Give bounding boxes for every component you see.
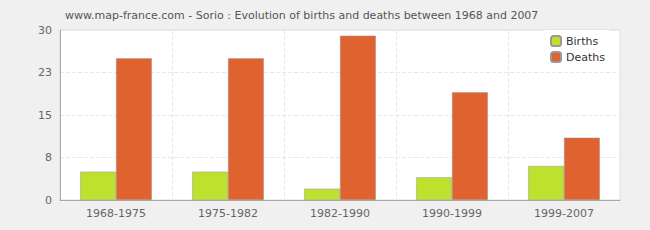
svg-text:1990-1999: 1990-1999 [422,207,482,220]
svg-text:23: 23 [38,66,52,79]
svg-text:0: 0 [45,194,52,207]
svg-text:1975-1982: 1975-1982 [198,207,258,220]
svg-text:1968-1975: 1968-1975 [86,207,146,220]
svg-text:1982-1990: 1982-1990 [310,207,370,220]
svg-text:Births: Births [566,35,598,48]
svg-text:30: 30 [38,24,52,37]
svg-text:www.map-france.com - Sorio : E: www.map-france.com - Sorio : Evolution o… [65,9,538,22]
svg-text:1999-2007: 1999-2007 [534,207,594,220]
svg-text:8: 8 [45,151,52,164]
svg-text:Deaths: Deaths [566,51,605,64]
svg-text:15: 15 [38,109,52,122]
